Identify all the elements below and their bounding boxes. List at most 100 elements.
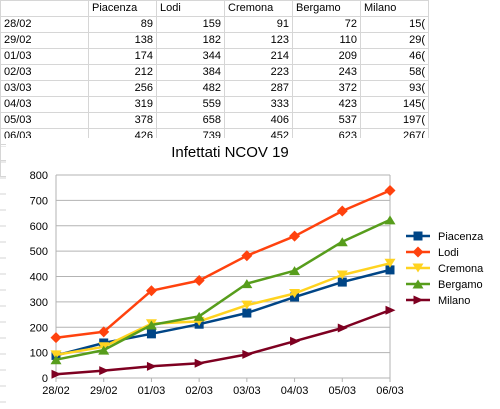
table-row: 03/03 256 482 287 372 93( xyxy=(0,80,429,97)
value-cell[interactable]: 123 xyxy=(224,32,293,49)
value-cell[interactable]: 243 xyxy=(292,64,361,81)
data-point-cremona xyxy=(289,289,301,299)
legend-marker-milano xyxy=(413,295,424,305)
data-point-milano xyxy=(99,366,110,376)
data-point-lodi xyxy=(241,250,253,262)
series-line-lodi xyxy=(55,189,391,339)
data-point-lodi xyxy=(98,326,110,338)
data-point-lodi xyxy=(384,184,396,196)
data-point-lodi xyxy=(336,205,348,217)
header-row: Piacenza Lodi Cremona Bergamo Milano xyxy=(0,0,429,17)
x-tick-label: 06/03 xyxy=(376,385,404,397)
value-cell[interactable]: 559 xyxy=(156,96,225,113)
value-cell[interactable]: 212 xyxy=(88,64,157,81)
value-cell[interactable]: 159 xyxy=(156,16,225,33)
date-cell[interactable]: 04/03 xyxy=(0,96,89,113)
data-point-bergamo xyxy=(50,355,62,365)
date-cell[interactable]: 02/03 xyxy=(0,64,89,81)
data-point-milano xyxy=(385,305,396,315)
data-point-cremona xyxy=(384,258,396,268)
value-cell[interactable]: 333 xyxy=(224,96,293,113)
value-cell[interactable]: 223 xyxy=(224,64,293,81)
data-point-lodi xyxy=(50,332,62,344)
value-cell[interactable]: 319 xyxy=(88,96,157,113)
value-cell[interactable]: 384 xyxy=(156,64,225,81)
series-line-bergamo xyxy=(55,218,391,361)
value-cell[interactable]: 423 xyxy=(292,96,361,113)
data-point-milano xyxy=(51,369,62,379)
data-point-bergamo xyxy=(98,345,110,355)
data-point-bergamo xyxy=(145,320,157,330)
value-cell[interactable]: 214 xyxy=(224,48,293,65)
y-tick-label: 300 xyxy=(30,297,48,309)
legend-marker-piacenza xyxy=(413,231,423,241)
date-cell[interactable]: 03/03 xyxy=(0,80,89,97)
value-cell[interactable]: 209 xyxy=(292,48,361,65)
table-row: 02/03 212 384 223 243 58( xyxy=(0,64,429,81)
value-cell[interactable]: 182 xyxy=(156,32,225,49)
value-cell[interactable]: 110 xyxy=(292,32,361,49)
value-cell[interactable]: 91 xyxy=(224,16,293,33)
x-tick-label: 29/02 xyxy=(90,385,118,397)
x-tick-label: 28/02 xyxy=(42,385,70,397)
data-point-cremona xyxy=(241,300,253,310)
data-point-cremona xyxy=(336,270,348,280)
value-cell[interactable]: 93( xyxy=(360,80,429,97)
date-cell[interactable]: 28/02 xyxy=(0,16,89,33)
column-header[interactable]: Cremona xyxy=(224,0,293,17)
column-header[interactable] xyxy=(0,0,89,17)
line-chart: Infettati NCOV 19 0 100 200 300 400 500 600 700… xyxy=(30,144,484,397)
value-cell[interactable]: 344 xyxy=(156,48,225,65)
value-cell[interactable]: 372 xyxy=(292,80,361,97)
x-tick-label: 05/03 xyxy=(329,385,357,397)
value-cell[interactable]: 287 xyxy=(224,80,293,97)
date-cell[interactable]: 01/03 xyxy=(0,48,89,65)
value-cell[interactable]: 174 xyxy=(88,48,157,65)
value-cell[interactable]: 145( xyxy=(360,96,429,113)
series-line-milano xyxy=(55,309,391,376)
value-cell[interactable]: 46( xyxy=(360,48,429,65)
date-cell[interactable]: 29/02 xyxy=(0,32,89,49)
value-cell[interactable]: 256 xyxy=(88,80,157,97)
date-cell[interactable]: 05/03 xyxy=(0,112,89,129)
y-tick-label: 400 xyxy=(30,272,48,284)
column-header[interactable]: Lodi xyxy=(156,0,225,17)
value-cell[interactable]: 58( xyxy=(360,64,429,81)
table-row: 04/03 319 559 333 423 145( xyxy=(0,96,429,113)
table-row: 01/03 174 344 214 209 46( xyxy=(0,48,429,65)
data-point-cremona xyxy=(50,350,62,360)
chart-container[interactable]: Infettati NCOV 19 0 100 200 300 400 500 600 700… xyxy=(6,138,494,409)
value-cell[interactable]: 197( xyxy=(360,112,429,129)
legend-marker-cremona xyxy=(412,263,424,273)
value-cell[interactable]: 89 xyxy=(88,16,157,33)
x-tick-label: 03/03 xyxy=(233,385,261,397)
sheet-gridlines xyxy=(0,146,6,403)
data-point-milano xyxy=(146,361,157,371)
data-point-piacenza xyxy=(146,329,156,339)
legend-marker-bergamo xyxy=(412,279,424,289)
value-cell[interactable]: 658 xyxy=(156,112,225,129)
column-header[interactable]: Piacenza xyxy=(88,0,157,17)
value-cell[interactable]: 72 xyxy=(292,16,361,33)
chart-title: Infettati NCOV 19 xyxy=(171,144,289,161)
value-cell[interactable]: 15( xyxy=(360,16,429,33)
data-point-piacenza xyxy=(242,308,252,318)
data-point-bergamo xyxy=(384,215,396,225)
value-cell[interactable]: 537 xyxy=(292,112,361,129)
data-point-milano xyxy=(194,358,205,368)
column-header[interactable]: Milano xyxy=(360,0,429,17)
value-cell[interactable]: 138 xyxy=(88,32,157,49)
column-header[interactable]: Bergamo xyxy=(292,0,361,17)
series-line-piacenza xyxy=(55,268,391,357)
value-cell[interactable]: 378 xyxy=(88,112,157,129)
value-cell[interactable]: 29( xyxy=(360,32,429,49)
y-tick-label: 700 xyxy=(30,195,48,207)
table-row: 29/02 138 182 123 110 29( xyxy=(0,32,429,49)
value-cell[interactable]: 406 xyxy=(224,112,293,129)
data-point-piacenza xyxy=(337,277,347,287)
value-cell[interactable]: 482 xyxy=(156,80,225,97)
table-row: 05/03 378 658 406 537 197( xyxy=(0,112,429,129)
data-point-milano xyxy=(337,323,348,333)
legend-marker-lodi xyxy=(412,246,424,258)
legend-label-milano: Milano xyxy=(438,295,470,307)
